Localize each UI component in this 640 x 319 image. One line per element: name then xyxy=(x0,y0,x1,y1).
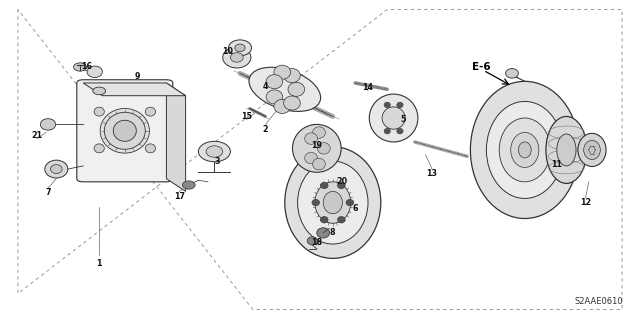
Ellipse shape xyxy=(292,124,341,172)
Text: 8: 8 xyxy=(330,228,335,237)
Text: 12: 12 xyxy=(580,198,591,207)
Ellipse shape xyxy=(546,116,587,183)
Polygon shape xyxy=(83,83,186,96)
Ellipse shape xyxy=(578,133,606,167)
Ellipse shape xyxy=(337,182,345,189)
Text: 5: 5 xyxy=(401,115,406,124)
Ellipse shape xyxy=(321,217,328,223)
Ellipse shape xyxy=(305,152,317,164)
Ellipse shape xyxy=(486,101,563,198)
Ellipse shape xyxy=(108,115,143,147)
Ellipse shape xyxy=(206,146,223,157)
Ellipse shape xyxy=(284,69,300,83)
Text: 16: 16 xyxy=(81,63,92,71)
Text: E-6: E-6 xyxy=(472,62,491,72)
Ellipse shape xyxy=(312,127,325,138)
Ellipse shape xyxy=(307,237,317,245)
Ellipse shape xyxy=(249,67,321,111)
Ellipse shape xyxy=(288,82,305,96)
Ellipse shape xyxy=(51,165,62,174)
Ellipse shape xyxy=(87,66,102,78)
Ellipse shape xyxy=(230,53,243,62)
Ellipse shape xyxy=(382,107,405,129)
Ellipse shape xyxy=(182,181,195,189)
Text: 17: 17 xyxy=(173,192,185,201)
Text: 6: 6 xyxy=(353,204,358,213)
Ellipse shape xyxy=(145,144,156,153)
Ellipse shape xyxy=(93,87,106,95)
Ellipse shape xyxy=(274,65,291,79)
Text: 21: 21 xyxy=(31,131,43,140)
Ellipse shape xyxy=(346,199,354,206)
Text: 2: 2 xyxy=(263,125,268,134)
Ellipse shape xyxy=(40,119,56,130)
Text: 19: 19 xyxy=(311,141,323,150)
FancyBboxPatch shape xyxy=(77,80,173,182)
Ellipse shape xyxy=(94,107,104,116)
Ellipse shape xyxy=(266,75,283,89)
Text: 1: 1 xyxy=(97,259,102,268)
Text: 9: 9 xyxy=(135,72,140,81)
Ellipse shape xyxy=(228,40,252,56)
Text: 11: 11 xyxy=(551,160,563,169)
Ellipse shape xyxy=(323,191,342,214)
Ellipse shape xyxy=(115,121,136,140)
Ellipse shape xyxy=(321,182,328,189)
Ellipse shape xyxy=(274,100,291,114)
Ellipse shape xyxy=(145,107,156,116)
Ellipse shape xyxy=(384,102,390,108)
Text: 10: 10 xyxy=(221,47,233,56)
Ellipse shape xyxy=(506,69,518,78)
Ellipse shape xyxy=(235,44,245,52)
Ellipse shape xyxy=(317,143,330,154)
Ellipse shape xyxy=(337,217,345,223)
Ellipse shape xyxy=(266,90,283,104)
Ellipse shape xyxy=(284,96,300,110)
Text: 20: 20 xyxy=(337,177,348,186)
Text: 15: 15 xyxy=(241,112,252,121)
Ellipse shape xyxy=(317,228,330,238)
Ellipse shape xyxy=(100,108,150,153)
Ellipse shape xyxy=(557,134,576,166)
Text: 3: 3 xyxy=(215,157,220,166)
Text: 13: 13 xyxy=(426,169,438,178)
Text: S2AAE0610: S2AAE0610 xyxy=(574,297,623,306)
Ellipse shape xyxy=(312,158,325,170)
Text: 14: 14 xyxy=(362,83,374,92)
Ellipse shape xyxy=(369,94,418,142)
Ellipse shape xyxy=(104,112,145,149)
Ellipse shape xyxy=(312,199,319,206)
Ellipse shape xyxy=(74,63,86,71)
Ellipse shape xyxy=(285,147,381,258)
Ellipse shape xyxy=(113,120,136,141)
Ellipse shape xyxy=(305,133,317,144)
Ellipse shape xyxy=(94,144,104,153)
Ellipse shape xyxy=(223,47,251,68)
Text: 7: 7 xyxy=(45,189,51,197)
Ellipse shape xyxy=(511,132,539,167)
Ellipse shape xyxy=(298,161,368,244)
Ellipse shape xyxy=(584,140,600,160)
Polygon shape xyxy=(166,83,186,191)
Ellipse shape xyxy=(397,128,403,134)
Ellipse shape xyxy=(198,141,230,162)
Ellipse shape xyxy=(384,128,390,134)
Ellipse shape xyxy=(45,160,68,178)
Ellipse shape xyxy=(470,81,579,219)
Text: 18: 18 xyxy=(311,238,323,247)
Ellipse shape xyxy=(499,118,550,182)
Ellipse shape xyxy=(315,182,351,223)
Text: 4: 4 xyxy=(263,82,268,91)
Ellipse shape xyxy=(397,102,403,108)
Ellipse shape xyxy=(518,142,531,158)
